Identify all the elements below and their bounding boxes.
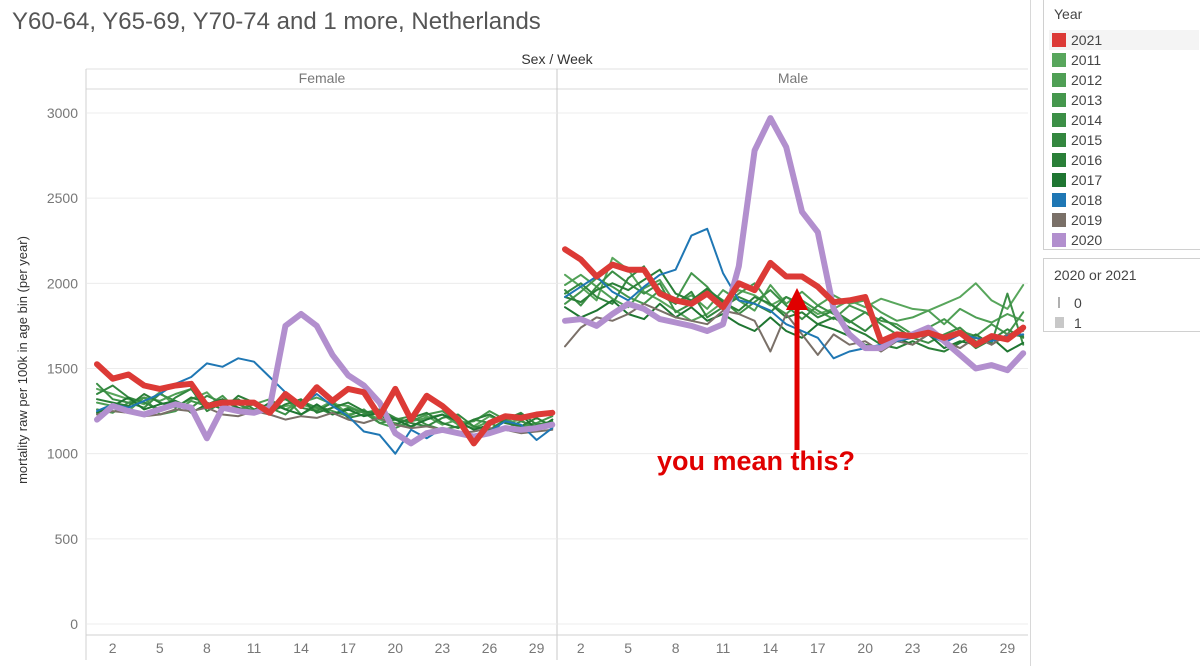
legend-label: 2015 (1071, 132, 1103, 148)
series-line-male-2018 (564, 227, 1025, 360)
legend-label: 2021 (1071, 32, 1103, 48)
x-tick-labels: 2 5 8 11 14 17 20 23 26 29 2 5 8 11 14 17 20 23 26 29 (109, 640, 1016, 656)
x-tick-label: 26 (482, 640, 498, 656)
highlight-legend: 2020 or 2021 0 1 (1043, 258, 1200, 332)
legend-label: 2020 (1071, 232, 1103, 248)
legend-swatch (1052, 53, 1066, 67)
legend-swatch (1052, 93, 1066, 107)
legend-item-2016[interactable]: 2016 (1049, 150, 1199, 170)
legend-item-2018[interactable]: 2018 (1049, 190, 1199, 210)
year-legend: Year 2021 2011 2012 2013 2014 2015 2016 2017 201… (1043, 0, 1200, 250)
x-tick-label: 17 (810, 640, 826, 656)
annotation-text: you mean this? (657, 446, 855, 476)
annotation: you mean this? (657, 288, 855, 476)
y-tick-label: 1000 (47, 446, 78, 462)
annotation-arrow-head (786, 288, 808, 310)
x-tick-label: 2 (577, 640, 585, 656)
x-tick-label: 11 (716, 640, 731, 656)
legend-swatch (1052, 133, 1066, 147)
series-line-male-2021 (562, 246, 1027, 348)
legend-swatch (1052, 213, 1066, 227)
legend-swatch (1052, 153, 1066, 167)
series-line-female-2021 (94, 361, 556, 447)
x-tick-label: 26 (952, 640, 968, 656)
legend-swatch (1052, 193, 1066, 207)
x-tick-label: 5 (624, 640, 632, 656)
legend-swatch (1052, 33, 1066, 47)
legend-item-2012[interactable]: 2012 (1049, 70, 1199, 90)
series-line-male-2020 (562, 115, 1027, 374)
x-tick-label: 5 (156, 640, 164, 656)
y-tick-label: 0 (70, 616, 78, 632)
legend-item-2019[interactable]: 2019 (1049, 210, 1199, 230)
series-line-female-2017 (96, 396, 554, 431)
x-tick-label: 11 (247, 640, 262, 656)
y-tick-label: 1500 (47, 361, 78, 377)
legend-item-2017[interactable]: 2017 (1049, 170, 1199, 190)
legend-label: 2012 (1071, 72, 1103, 88)
legend-label: 2013 (1071, 92, 1103, 108)
series-lines (94, 115, 1027, 455)
x-tick-label: 8 (203, 640, 211, 656)
legend2-title: 2020 or 2021 (1054, 267, 1137, 283)
chart-title: Y60-64, Y65-69, Y70-74 and 1 more, Nethe… (12, 8, 541, 35)
legend-label: 2019 (1071, 212, 1103, 228)
legend-item-2020[interactable]: 2020 (1049, 230, 1199, 250)
legend2-item-1[interactable]: 1 (1054, 314, 1194, 332)
legend-label: 2016 (1071, 152, 1103, 168)
sidebar-separator (1030, 0, 1031, 666)
x-tick-label: 20 (388, 640, 404, 656)
legend-item-2014[interactable]: 2014 (1049, 110, 1199, 130)
x-tick-label: 14 (293, 640, 309, 656)
x-tick-label: 17 (340, 640, 356, 656)
legend-swatch (1052, 73, 1066, 87)
x-tick-label: 8 (672, 640, 680, 656)
x-tick-label: 29 (1000, 640, 1016, 656)
legend-item-2015[interactable]: 2015 (1049, 130, 1199, 150)
legend-item-2021[interactable]: 2021 (1049, 30, 1199, 50)
x-tick-label: 14 (763, 640, 779, 656)
chart-area: Sex / Week Female Male mortality raw per… (15, 51, 1028, 660)
thin-line-mark-icon (1058, 297, 1060, 308)
legend2-item-0[interactable]: 0 (1054, 294, 1194, 312)
legend-title: Year (1054, 6, 1083, 22)
legend-label: 2011 (1071, 52, 1102, 68)
x-tick-label: 23 (435, 640, 451, 656)
legend2-label: 1 (1074, 315, 1082, 331)
legend-label: 2014 (1071, 112, 1103, 128)
legend-swatch (1052, 113, 1066, 127)
legend2-label: 0 (1074, 295, 1082, 311)
panel-header-female: Female (299, 70, 346, 86)
y-tick-label: 3000 (47, 105, 78, 121)
gridlines (87, 112, 1028, 625)
x-tick-label: 2 (109, 640, 117, 656)
series-line-male-2016 (564, 268, 1025, 353)
series-line-male-2014 (564, 270, 1025, 346)
y-tick-labels: 0 500 1000 1500 2000 2500 3000 (47, 105, 78, 632)
series-line-female-2019 (96, 406, 554, 435)
y-axis-label: mortality raw per 100k in age bin (per y… (15, 236, 30, 484)
thick-line-mark-icon (1055, 317, 1064, 328)
y-tick-label: 2000 (47, 275, 78, 291)
legend-swatch (1052, 233, 1066, 247)
legend-item-2013[interactable]: 2013 (1049, 90, 1199, 110)
legend-label: 2018 (1071, 192, 1103, 208)
panel-header-male: Male (778, 70, 809, 86)
x-tick-label: 29 (529, 640, 545, 656)
legend-label: 2017 (1071, 172, 1103, 188)
legend-swatch (1052, 173, 1066, 187)
y-tick-label: 2500 (47, 190, 78, 206)
series-line-female-2015 (96, 384, 554, 431)
x-tick-label: 20 (857, 640, 873, 656)
header-label: Sex / Week (521, 51, 593, 67)
y-tick-label: 500 (55, 531, 79, 547)
x-tick-label: 23 (905, 640, 921, 656)
legend-item-2011[interactable]: 2011 (1049, 50, 1199, 70)
